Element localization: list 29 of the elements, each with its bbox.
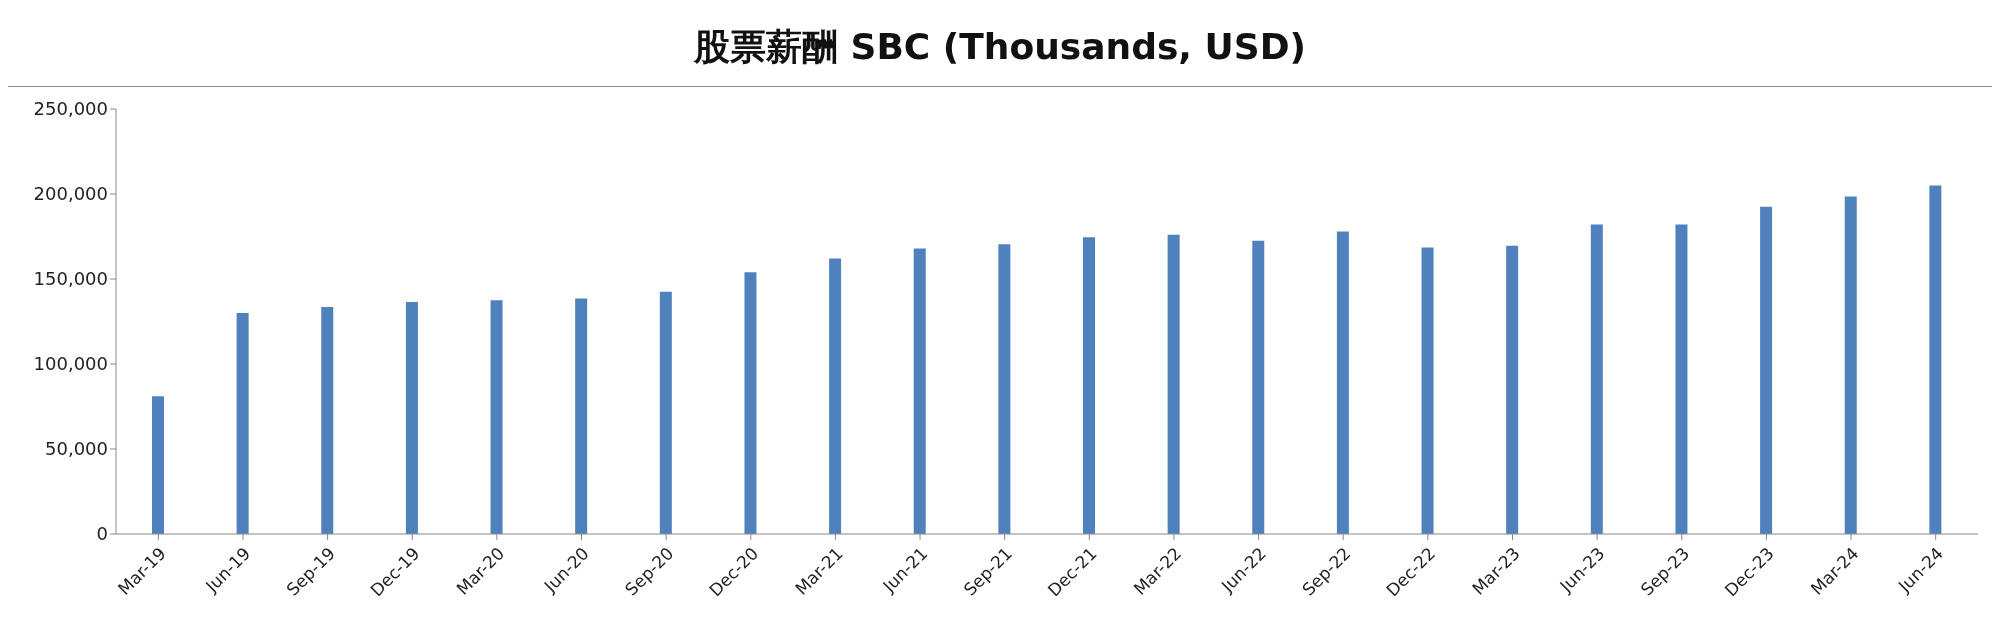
bar [1590,224,1603,534]
bar [1167,234,1180,534]
bar [490,300,503,534]
y-tick-label: 50,000 [45,438,108,460]
bar [1506,245,1519,534]
bar [829,258,842,534]
chart-title: 股票薪酬 SBC (Thousands, USD) [8,8,1992,87]
y-tick-label: 250,000 [33,98,108,120]
bar [1844,196,1857,534]
bar [1083,237,1095,534]
bar [575,298,588,534]
bar [152,396,164,534]
bar [1929,185,1942,534]
bar [659,291,672,534]
bar [1675,224,1688,534]
bar [321,307,334,534]
y-tick-label: 100,000 [33,353,108,375]
bar [1336,231,1349,534]
bar [744,272,757,534]
bar [1252,240,1265,534]
y-tick-label: 150,000 [33,268,108,290]
bar [1760,206,1773,534]
y-tick-label: 200,000 [33,183,108,205]
bar [913,248,926,534]
bar [236,313,249,534]
bar [998,244,1011,534]
y-tick-label: 0 [96,523,108,545]
bar [405,301,418,534]
bar [1421,247,1434,534]
